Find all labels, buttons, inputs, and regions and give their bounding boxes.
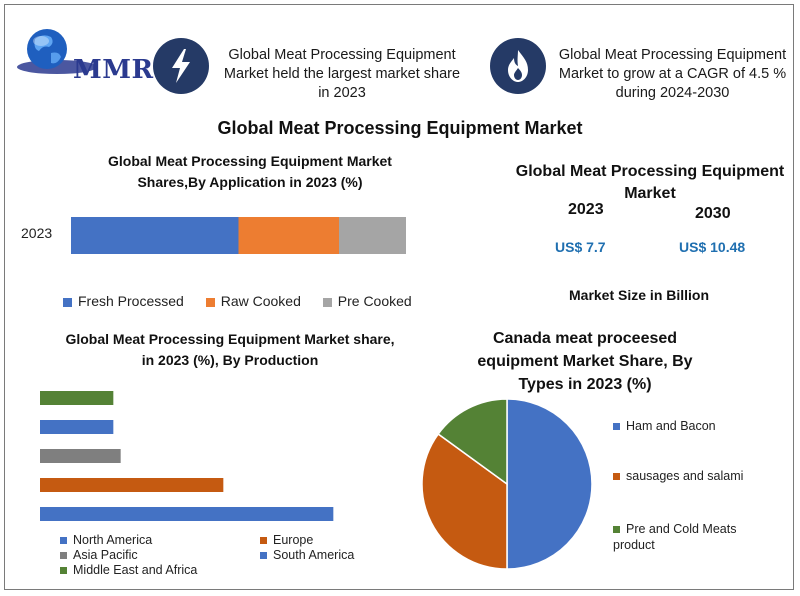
legend-item-pre-cold-meats: Pre and Cold Meats product — [613, 522, 737, 552]
legend-item-asia-pacific: Asia Pacific — [60, 548, 138, 563]
bar-europe — [40, 478, 224, 492]
legend-swatch — [205, 297, 215, 307]
bar-north-america — [40, 507, 334, 521]
value-2023: US$ 7.7 — [555, 239, 606, 255]
pie-chart-title: Canada meat proceesed equipment Market S… — [477, 330, 693, 393]
globe-icon — [17, 29, 97, 74]
legend-swatch — [60, 552, 67, 560]
legend-swatch — [63, 297, 72, 307]
flame-icon — [490, 38, 546, 94]
market-size-unit: Market Size in Billion — [569, 287, 710, 303]
legend-item-fresh-processed: Fresh Processed — [63, 293, 184, 309]
types-pie-chart — [421, 398, 593, 570]
legend-swatch — [613, 423, 620, 431]
market-size-title: Global Meat Processing Equipment Market — [515, 163, 785, 202]
pie-slice-pre-and-cold-meats-product — [437, 398, 508, 486]
legend-item-sausages-salami: sausages and salami — [613, 469, 743, 483]
header-statement-2: Global Meat Processing Equipment Market … — [558, 47, 787, 101]
bar-south-america — [40, 420, 114, 434]
bar-middle-east-and-africa — [40, 391, 114, 405]
legend-swatch — [60, 567, 67, 575]
lightning-icon — [153, 38, 209, 94]
header-statement-1: Global Meat Processing Equipment Market … — [223, 47, 461, 101]
legend-item-south-america: South America — [260, 548, 354, 563]
pie-slice-sausages-and-salami — [421, 432, 508, 570]
legend-item-middle-east-africa: Middle East and Africa — [60, 563, 197, 578]
production-bar-chart — [40, 391, 334, 521]
legend-swatch — [613, 473, 620, 481]
legend-item-pre-cooked: Pre Cooked — [322, 293, 412, 309]
main-title: Global Meat Processing Equipment Market — [217, 118, 583, 138]
legend-swatch — [60, 537, 67, 545]
application-legend: Fresh Processed Raw Cooked Pre Cooked — [63, 293, 412, 309]
legend-swatch — [260, 537, 267, 545]
legend-item-raw-cooked: Raw Cooked — [205, 293, 301, 309]
pie-slice-ham-and-bacon — [506, 398, 593, 570]
category-label-2023: 2023 — [21, 225, 52, 241]
legend-swatch — [613, 526, 620, 534]
bar-segment-fresh-processed — [71, 217, 239, 254]
bar-segment-pre-cooked — [339, 217, 406, 254]
value-2030: US$ 10.48 — [679, 239, 746, 255]
legend-swatch — [322, 297, 332, 307]
logo-text: MMR — [73, 55, 154, 85]
mmr-logo: MMR — [15, 25, 153, 85]
bar-segment-raw-cooked — [238, 217, 339, 254]
legend-swatch — [260, 552, 267, 560]
production-chart-title: Global Meat Processing Equipment Market … — [65, 331, 395, 368]
infographic-frame: MMR Global Meat Processing Equipment Mar… — [4, 4, 794, 590]
legend-item-ham-bacon: Ham and Bacon — [613, 419, 716, 433]
application-chart-title: Global Meat Processing Equipment Market … — [108, 153, 392, 190]
legend-item-north-america: North America — [60, 533, 152, 548]
legend-item-europe: Europe — [260, 533, 313, 548]
application-stacked-bar-chart: 2023 — [21, 217, 406, 254]
year-2023: 2023 — [568, 201, 604, 218]
bar-asia-pacific — [40, 449, 121, 463]
year-2030: 2030 — [695, 205, 731, 222]
